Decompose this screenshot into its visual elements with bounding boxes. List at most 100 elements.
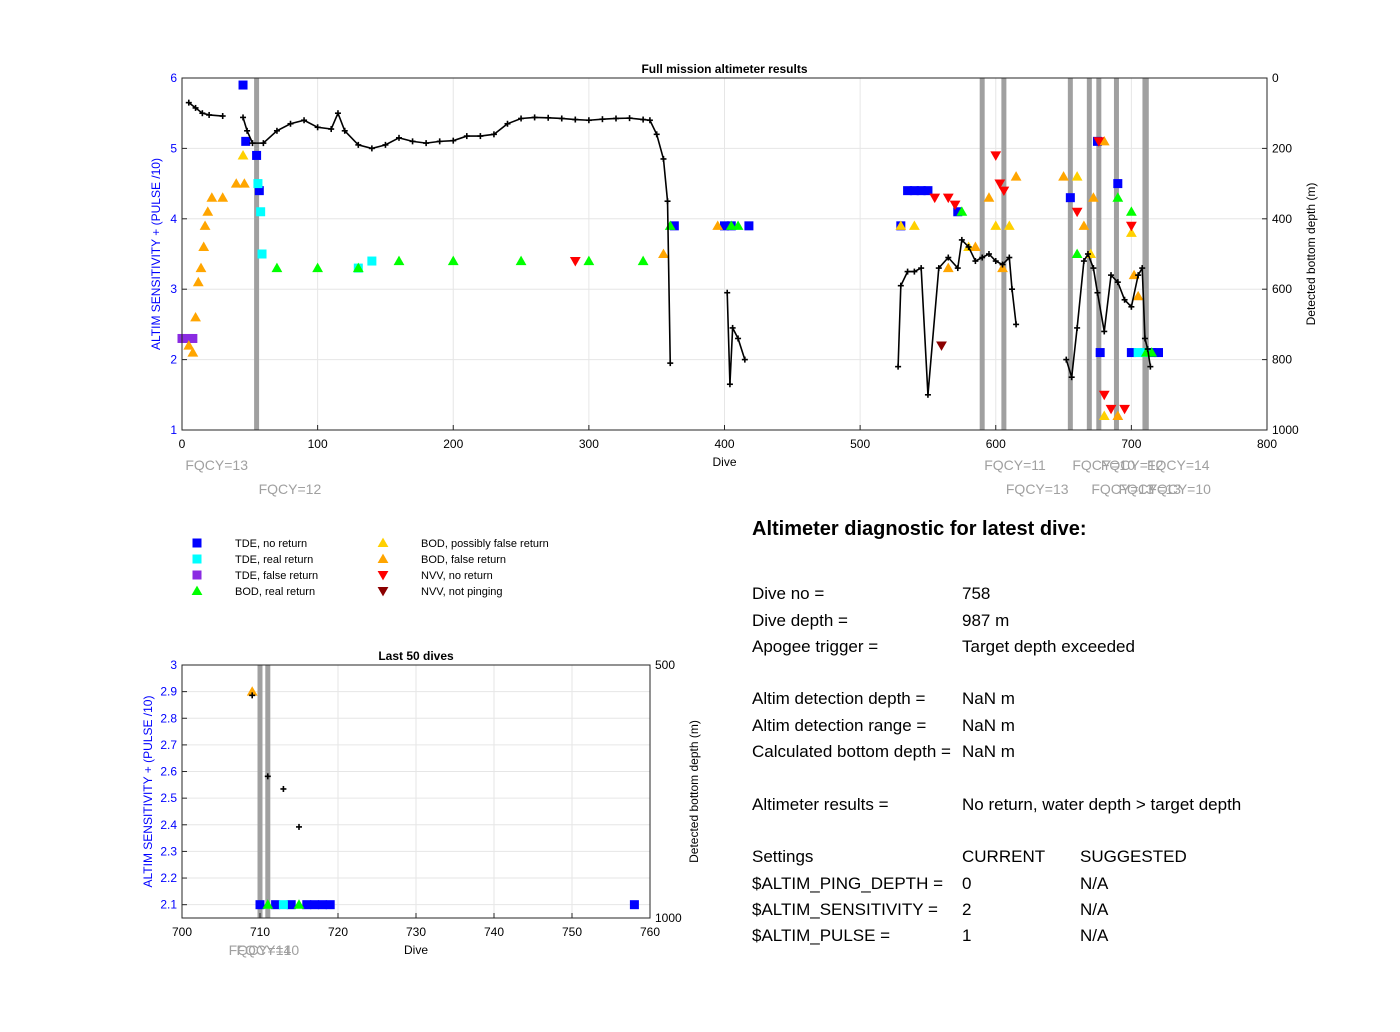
series-nvv-not-pinging (936, 341, 947, 351)
x-tick-label: 200 (443, 437, 463, 451)
data-point (254, 186, 264, 196)
data-point (310, 900, 320, 910)
depth-point (726, 381, 733, 388)
legend-label: BOD, real return (235, 586, 315, 598)
fqcy-label: FQCY=12 (259, 481, 322, 497)
depth-point (280, 785, 287, 792)
data-point (909, 186, 919, 196)
data-point (325, 900, 335, 910)
legend-marker (377, 570, 389, 581)
y-tick-label: 2.7 (160, 738, 177, 752)
depth-point (1121, 296, 1128, 303)
fqcy-label: FQCY=13 (1091, 481, 1154, 497)
depth-point (423, 140, 430, 147)
depth-point (1114, 279, 1121, 286)
x-tick-label: 740 (484, 925, 504, 939)
data-point (936, 341, 947, 351)
x-tick-label: 760 (640, 925, 660, 939)
data-point (629, 900, 639, 910)
data-point (190, 311, 201, 322)
data-point (998, 186, 1010, 197)
data-point (1133, 348, 1143, 358)
y2-tick-label: 1000 (655, 911, 682, 925)
depth-point (518, 115, 525, 122)
data-point (241, 136, 251, 146)
fqcy-label: FQCY=12 (1101, 457, 1164, 473)
data-point (217, 192, 229, 202)
series-nvv-no-return (569, 137, 1137, 415)
data-point (1071, 248, 1083, 259)
settings-header-row: Settings CURRENT SUGGESTED (752, 847, 1382, 873)
depth-point (463, 133, 470, 140)
y2-axis-label: Detected bottom depth (m) (1304, 183, 1318, 326)
data-point (895, 220, 907, 230)
settings-header: Settings (752, 847, 814, 867)
y-tick-label: 6 (170, 71, 177, 85)
legend-label: TDE, false return (235, 570, 318, 582)
depth-point (918, 265, 925, 272)
depth-point (965, 243, 972, 250)
data-point (1112, 410, 1124, 420)
x-tick-label: 750 (562, 925, 582, 939)
setting-row: $ALTIM_PULSE = 1 N/A (752, 926, 1382, 952)
y-tick-label: 2 (170, 353, 177, 367)
y2-tick-label: 400 (1272, 212, 1292, 226)
chart-title: Full mission altimeter results (641, 62, 807, 76)
y2-tick-label: 1000 (1272, 423, 1299, 437)
dive-depth-value: 987 m (962, 610, 1010, 630)
y-tick-label: 2.5 (160, 791, 177, 805)
data-point (569, 256, 581, 267)
depth-point (355, 141, 362, 148)
depth-point (924, 391, 931, 398)
data-point (257, 249, 267, 259)
depth-point (664, 198, 671, 205)
legend-label: BOD, possibly false return (421, 538, 549, 550)
depth-point (613, 115, 619, 122)
data-point (262, 899, 274, 909)
depth-point (599, 116, 606, 123)
depth-point (992, 258, 999, 265)
depth-point (1013, 321, 1020, 328)
data-point (916, 186, 926, 196)
y2-tick-label: 200 (1272, 141, 1292, 155)
legend-marker (191, 585, 203, 596)
depth-point (735, 335, 742, 342)
altimeter-results-row: Altimeter results = No return, water dep… (752, 795, 1382, 821)
depth-point (904, 268, 911, 275)
depth-point (1063, 356, 1070, 363)
data-point (669, 221, 679, 231)
y2-tick-label: 600 (1272, 282, 1292, 296)
fqcy-label: FQCY=13 (185, 457, 248, 473)
y-tick-label: 1 (170, 423, 177, 437)
data-point (983, 192, 995, 202)
depth-point (450, 137, 457, 144)
depth-point (585, 117, 592, 124)
y-tick-label: 4 (170, 212, 177, 226)
depth-point (341, 127, 348, 134)
data-point (725, 220, 737, 230)
depth-point (935, 265, 942, 272)
setting-name: $ALTIM_SENSITIVITY = (752, 899, 938, 919)
depth-point (667, 360, 674, 367)
depth-point (1094, 289, 1101, 296)
apogee-label: Apogee trigger = (752, 636, 879, 656)
data-point (237, 150, 249, 160)
depth-point (436, 138, 443, 145)
altim-detection-depth-label: Altim detection depth = (752, 689, 926, 709)
setting-suggested: N/A (1080, 873, 1109, 893)
apogee-value: Target depth exceeded (962, 636, 1135, 656)
data-point (192, 276, 204, 287)
depth-point (954, 265, 961, 272)
diagnostic-title: Altimeter diagnostic for latest dive: (752, 518, 1087, 540)
legend-marker (377, 553, 389, 564)
data-point (942, 193, 954, 204)
y-tick-label: 2.8 (160, 711, 177, 725)
data-point (1125, 227, 1137, 237)
depth-point (368, 145, 375, 152)
legend-marker (192, 538, 202, 548)
calculated-bottom-row: Calculated bottom depth = NaN m (752, 742, 1382, 768)
dive-no-row: Dive no = 758 (752, 584, 1382, 610)
data-point (1093, 137, 1105, 147)
depth-point (301, 117, 308, 124)
depth-point (1084, 251, 1091, 257)
